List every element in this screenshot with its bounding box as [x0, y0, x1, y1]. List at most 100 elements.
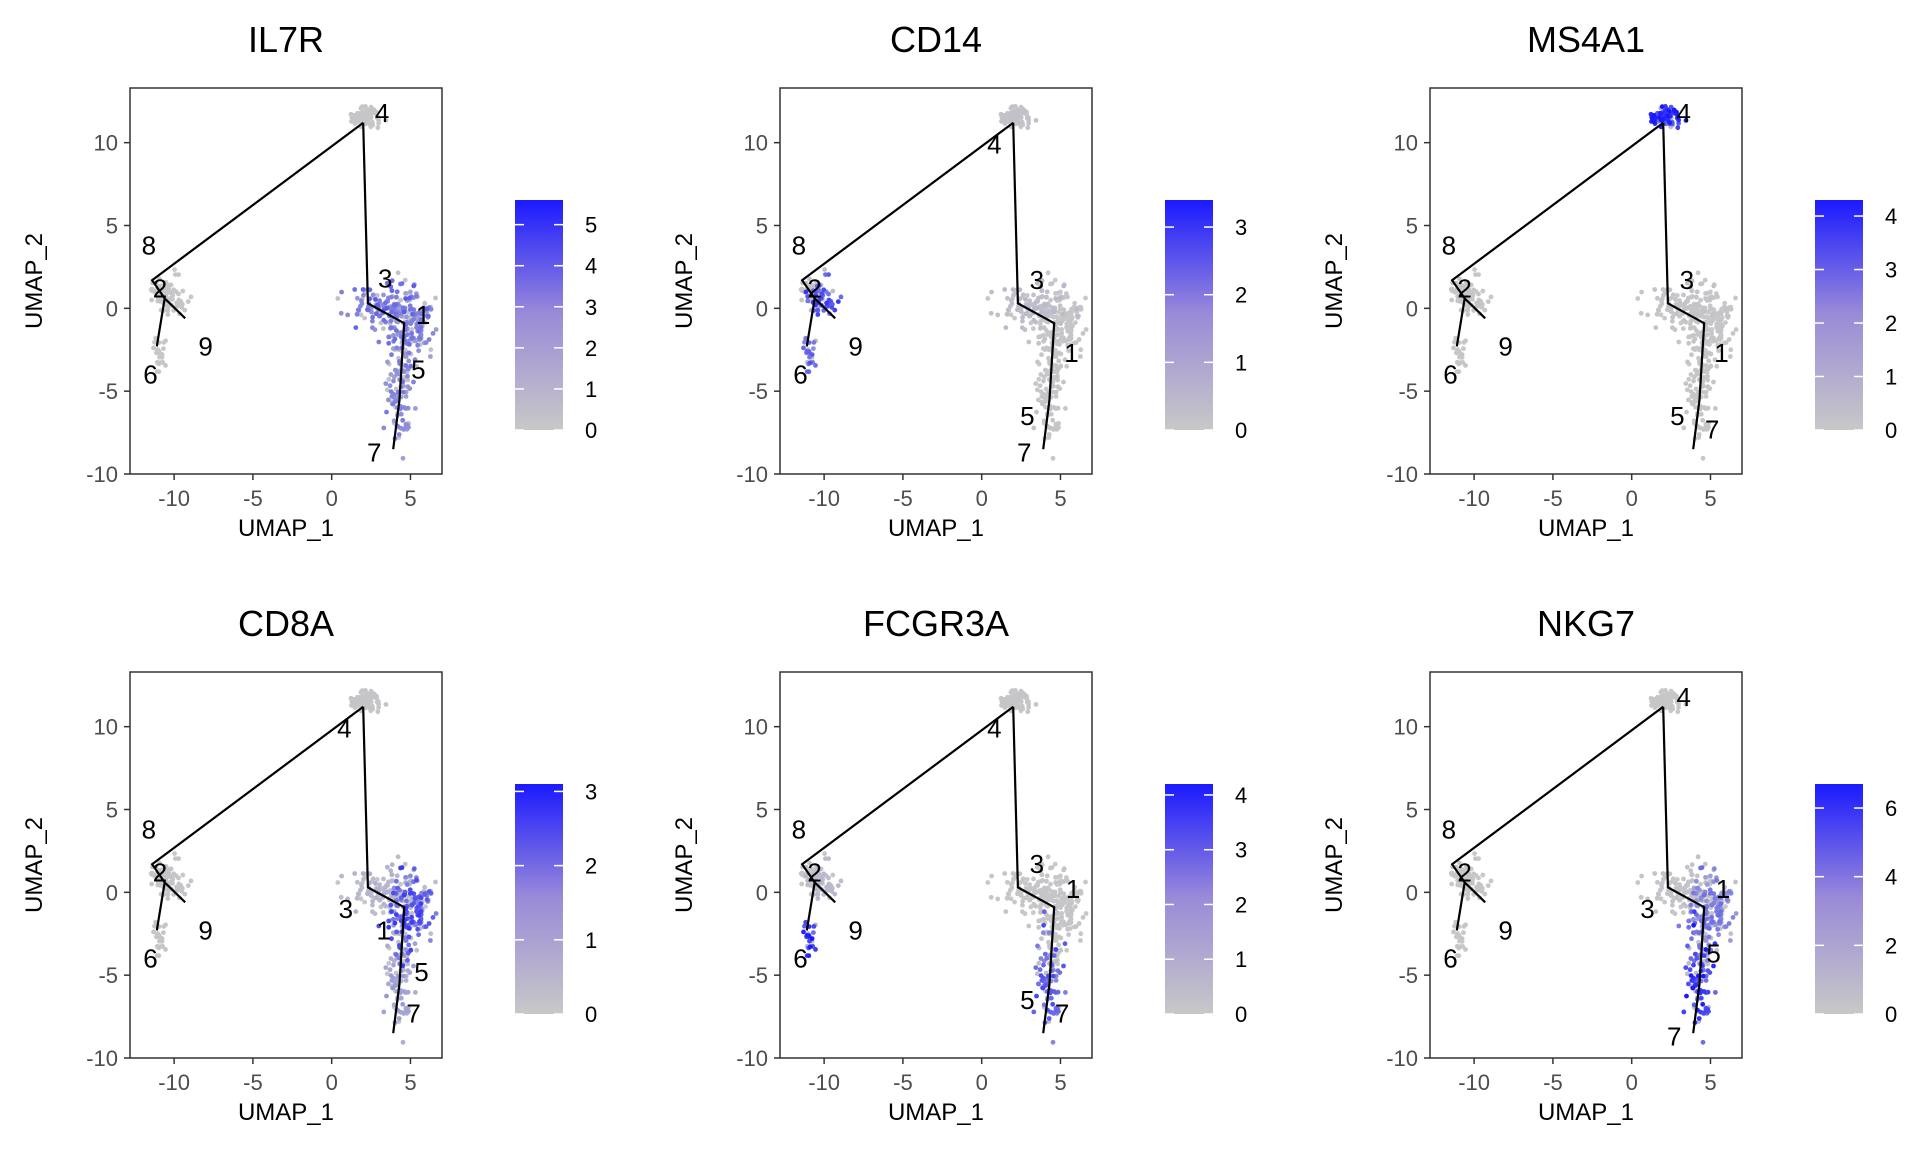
cell-point — [1722, 884, 1728, 890]
cell-point — [149, 297, 155, 303]
cell-point — [1002, 871, 1008, 876]
cell-point — [1057, 342, 1062, 347]
cell-point — [1667, 871, 1673, 877]
cell-point — [345, 312, 351, 318]
cell-point — [414, 363, 420, 369]
cell-point — [390, 985, 396, 991]
trajectory-segment — [800, 121, 1014, 320]
cell-point — [1054, 898, 1059, 904]
cell-point — [805, 298, 811, 304]
cell-point — [1067, 919, 1072, 924]
cell-point — [1005, 307, 1011, 313]
cell-point — [1012, 899, 1017, 905]
cell-point — [1036, 924, 1042, 930]
cell-point — [422, 300, 428, 306]
cell-point — [1684, 890, 1689, 895]
cell-point — [370, 292, 376, 298]
cell-point — [1057, 295, 1062, 301]
cell-point — [1694, 371, 1700, 377]
cell-point — [822, 851, 827, 856]
trajectory-node-label: 3 — [339, 894, 353, 924]
cell-point — [1066, 932, 1071, 938]
cell-point — [1009, 104, 1015, 110]
cell-point — [1461, 340, 1467, 345]
colorbar — [1165, 784, 1213, 1014]
cell-point — [426, 889, 432, 894]
x-tick-label: 0 — [976, 486, 988, 511]
cell-point — [1039, 936, 1044, 942]
y-tick-label: -10 — [1386, 462, 1418, 487]
cell-point — [352, 287, 358, 292]
cell-point — [1686, 376, 1692, 382]
cell-point — [351, 696, 357, 702]
cell-point — [1723, 340, 1729, 345]
cell-point — [821, 287, 827, 293]
cell-point — [1689, 309, 1695, 315]
cell-point — [351, 702, 357, 708]
cell-point — [351, 118, 357, 124]
cell-point — [1017, 704, 1023, 709]
cell-point — [403, 938, 409, 943]
cell-point — [1718, 317, 1724, 323]
cell-point — [391, 885, 397, 891]
cell-point — [1456, 369, 1462, 375]
cell-point — [359, 104, 365, 110]
cell-point — [1038, 973, 1044, 978]
cell-point — [1686, 334, 1692, 340]
cell-point — [149, 881, 155, 887]
cell-point — [1670, 325, 1675, 331]
x-tick-label: -10 — [808, 1070, 840, 1095]
cell-point — [1059, 911, 1065, 916]
cell-point — [389, 325, 394, 330]
cell-point — [1053, 958, 1059, 964]
cell-point — [1687, 383, 1693, 389]
cell-point — [151, 345, 156, 351]
cell-point — [1059, 327, 1065, 332]
cell-point — [1652, 287, 1658, 292]
cell-point — [1035, 943, 1040, 949]
cell-point — [1025, 886, 1030, 892]
cell-point — [1468, 295, 1474, 301]
cell-point — [1049, 865, 1055, 870]
panel-title: IL7R — [248, 19, 324, 60]
cell-point — [1064, 909, 1069, 914]
cell-point — [1461, 870, 1466, 876]
cell-point — [1064, 293, 1069, 299]
cell-point — [1680, 326, 1686, 331]
cell-point — [1709, 911, 1715, 916]
cell-point — [1073, 924, 1079, 929]
cell-point — [1053, 938, 1059, 943]
cell-point — [1708, 947, 1714, 953]
cell-point — [428, 354, 433, 359]
cell-point — [1053, 354, 1059, 359]
cell-point — [388, 284, 394, 290]
cell-point — [415, 342, 421, 348]
cell-point — [1686, 960, 1692, 966]
cell-points — [148, 688, 439, 1045]
cell-point — [1041, 962, 1046, 968]
cell-point — [353, 909, 359, 914]
cell-point — [1689, 288, 1695, 294]
cell-point — [404, 898, 409, 904]
cell-point — [172, 851, 178, 856]
cell-point — [405, 1006, 410, 1012]
cell-point — [1020, 314, 1025, 320]
cell-point — [1668, 104, 1674, 110]
cell-point — [1039, 288, 1045, 294]
cell-point — [1728, 354, 1733, 359]
cell-point — [1661, 876, 1666, 882]
x-tick-label: 0 — [326, 486, 338, 511]
cell-point — [1025, 302, 1030, 308]
cell-point — [386, 924, 392, 930]
cell-point — [809, 936, 815, 941]
cell-point — [1051, 309, 1057, 315]
colorbar — [515, 200, 563, 430]
cell-point — [1048, 297, 1053, 303]
cell-point — [1683, 965, 1689, 970]
cell-point — [1670, 292, 1676, 298]
cell-point — [409, 327, 415, 332]
cell-point — [1020, 876, 1026, 882]
cell-point — [338, 894, 344, 900]
cell-point — [1670, 898, 1675, 904]
